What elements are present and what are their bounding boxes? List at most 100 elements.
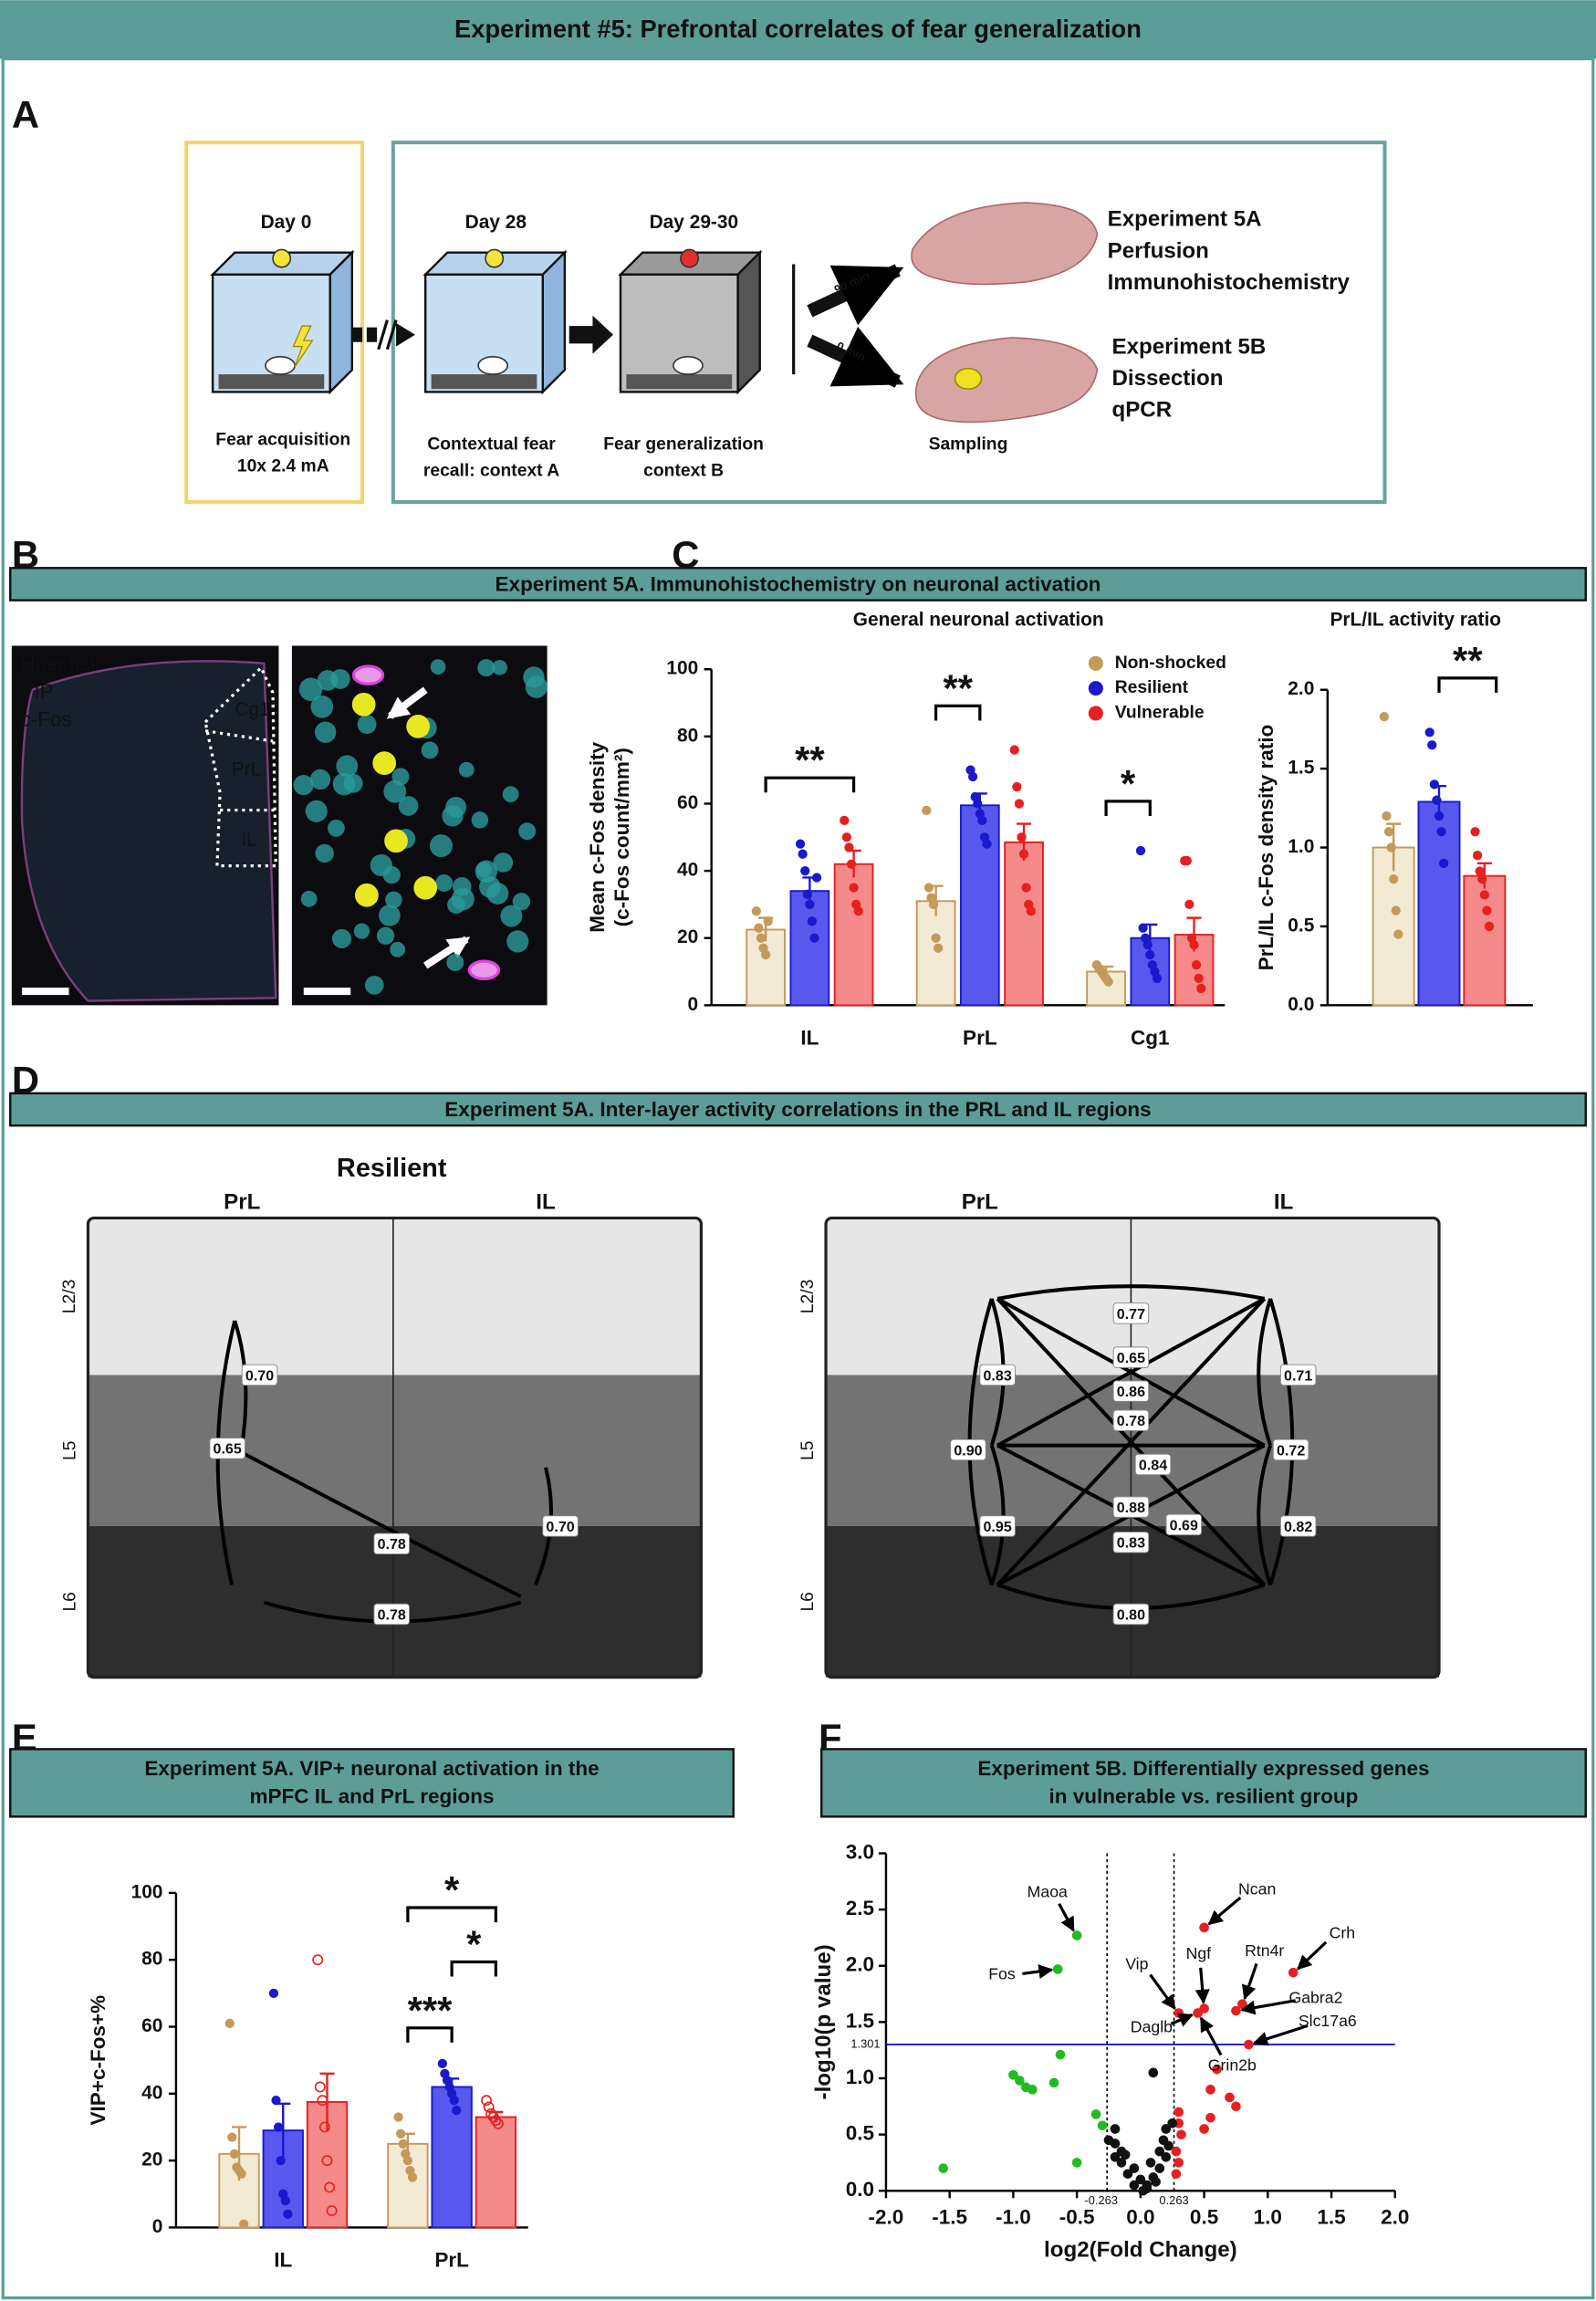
nucleus — [435, 873, 454, 892]
nucleus — [385, 891, 402, 909]
gene-label: Grin2b — [1208, 2055, 1257, 2074]
edge-label: 0.70 — [546, 1519, 574, 1535]
y-tick-label: 1.0 — [846, 2066, 874, 2088]
data-point — [396, 2128, 406, 2139]
region-label: PrL — [232, 759, 262, 780]
gene-point — [1138, 2185, 1148, 2196]
data-point — [1191, 960, 1202, 970]
data-point — [1012, 781, 1022, 792]
y-tick-label: 1.0 — [1288, 836, 1314, 857]
data-point — [492, 2118, 504, 2129]
network-frame — [824, 1216, 1441, 1679]
data-point — [1189, 939, 1199, 950]
data-point — [1182, 855, 1192, 866]
gene-point — [1161, 2151, 1172, 2162]
nucleus — [317, 670, 339, 691]
nucleus — [398, 796, 419, 816]
significance-label: ** — [943, 666, 973, 709]
edge-label-box — [979, 1515, 1016, 1537]
y-tick-label: 20 — [677, 926, 698, 947]
edge-label-box — [979, 1364, 1016, 1386]
gene-label: Crh — [1330, 1924, 1355, 1942]
section-banner — [820, 1748, 1587, 1818]
data-point — [1021, 883, 1031, 893]
y-tick-label: 2.0 — [846, 1953, 874, 1976]
bar — [959, 804, 1000, 1007]
edge-label: 0.78 — [378, 1536, 406, 1553]
gene-point — [1135, 2174, 1146, 2185]
edge-label-box — [950, 1438, 986, 1461]
data-point — [224, 2018, 235, 2028]
nucleus — [357, 715, 377, 735]
gene-point — [1212, 2064, 1222, 2075]
gene-point — [1199, 1922, 1209, 1933]
x-tick-label: -2.0 — [869, 2206, 904, 2229]
nucleus — [523, 666, 545, 688]
layer-label: L5 — [798, 1441, 818, 1460]
bar — [475, 2116, 517, 2229]
edge-label: 0.82 — [1284, 1519, 1312, 1535]
region-label: IL — [242, 830, 257, 851]
edge-label: 0.78 — [1117, 1413, 1145, 1429]
section-banner — [9, 1092, 1587, 1127]
data-point — [754, 923, 764, 933]
gene-point — [1205, 2112, 1215, 2123]
scale-bar — [22, 988, 69, 996]
nucleus — [500, 905, 523, 927]
edge-label-box — [542, 1515, 579, 1537]
significance-bracket — [764, 776, 856, 793]
scale-bar — [303, 988, 351, 996]
significance-label: * — [1121, 762, 1136, 805]
dash-arrow-part — [366, 327, 378, 342]
network-frame — [86, 1216, 704, 1679]
edge-label: 0.65 — [1117, 1350, 1145, 1366]
data-point — [846, 859, 857, 869]
edge-label-box — [1279, 1515, 1317, 1537]
data-point — [317, 2095, 329, 2107]
data-point — [481, 2095, 493, 2107]
data-point — [1427, 740, 1437, 750]
data-point — [811, 873, 822, 883]
nucleus — [353, 923, 370, 939]
phase-caption: 10x 2.4 mA — [237, 456, 329, 476]
data-point — [1393, 929, 1403, 939]
cell-arrow — [386, 686, 428, 719]
gene-arrow — [1022, 1964, 1054, 1979]
data-point — [931, 933, 941, 943]
cfos-cell — [384, 829, 408, 853]
nucleus — [477, 659, 495, 677]
gene-point — [1176, 2129, 1186, 2139]
layer-band — [88, 1375, 702, 1527]
edge-label: 0.80 — [1117, 1606, 1145, 1623]
layer-label: L6 — [60, 1592, 79, 1611]
sampled-region — [954, 367, 983, 390]
x-tick-label: -1.0 — [996, 2206, 1031, 2229]
nucleus — [310, 695, 334, 718]
gene-point — [1015, 2076, 1025, 2086]
branch-arrow — [807, 326, 904, 388]
stain-legend: VIP — [21, 680, 54, 703]
edge-label: 0.71 — [1284, 1367, 1312, 1384]
y-tick-label: 80 — [677, 725, 698, 746]
gene-point — [1110, 2124, 1121, 2134]
data-point — [928, 899, 939, 910]
banner-text: Experiment 5A. Immunohistochemistry on n… — [495, 573, 1101, 596]
data-point — [1145, 949, 1155, 960]
data-point — [809, 933, 819, 943]
legend-swatch — [1088, 706, 1103, 721]
gene-point — [1148, 2067, 1159, 2078]
section-banner — [9, 1748, 735, 1818]
layer-label: L5 — [60, 1441, 79, 1460]
phase-caption: context B — [643, 461, 724, 480]
bar — [915, 900, 956, 1007]
data-point — [1424, 727, 1434, 737]
bar — [387, 2142, 429, 2229]
gene-point — [1110, 2151, 1121, 2162]
light-bulb — [485, 248, 505, 268]
significance-bracket — [406, 2026, 454, 2043]
banner-text: mPFC IL and PrL regions — [250, 1784, 495, 1807]
gene-point — [1154, 2163, 1165, 2173]
cube-floor — [431, 374, 537, 390]
y-tick-label: 1.5 — [1288, 758, 1314, 779]
